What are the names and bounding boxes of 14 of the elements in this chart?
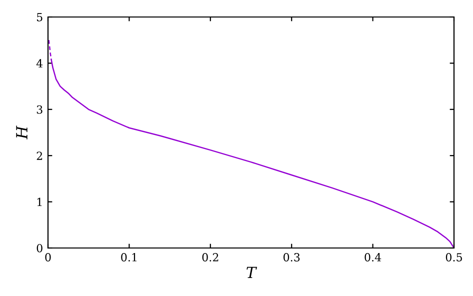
- y-tick-label: 3: [36, 105, 42, 114]
- x-tick-label: 0.1: [121, 253, 136, 262]
- x-tick-label: 0: [45, 253, 51, 262]
- x-tick-label: 0.4: [364, 253, 382, 262]
- x-tick-label: 0.5: [446, 253, 462, 262]
- y-tick-label: 1: [37, 198, 42, 206]
- y-axis-title: H: [16, 126, 28, 140]
- y-tick-label: 4: [36, 59, 43, 68]
- y-tick-label: 2: [36, 152, 42, 160]
- x-tick-label: 0.2: [202, 253, 218, 262]
- x-axis-title: T: [246, 266, 258, 278]
- x-tick-label: 0.3: [284, 253, 300, 262]
- y-tick-label: 0: [36, 244, 42, 252]
- y-tick-label: 5: [37, 13, 42, 22]
